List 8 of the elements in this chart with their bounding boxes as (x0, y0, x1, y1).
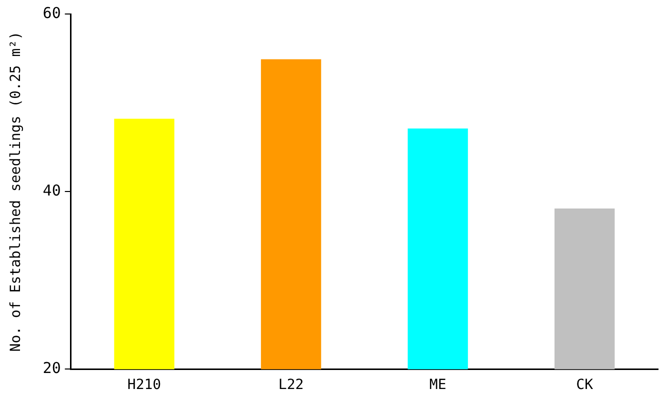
x-tick-label: H210 (127, 377, 162, 394)
y-axis-title: No. of Established seedlings (0.25 m²) (8, 31, 24, 352)
x-tick-label: ME (429, 377, 446, 394)
y-tick-label: 60 (42, 4, 61, 22)
x-tick-label: CK (576, 377, 594, 394)
y-tick-label: 20 (42, 359, 61, 378)
y-tick-label: 40 (42, 181, 61, 200)
x-tick-label: L22 (278, 377, 304, 394)
